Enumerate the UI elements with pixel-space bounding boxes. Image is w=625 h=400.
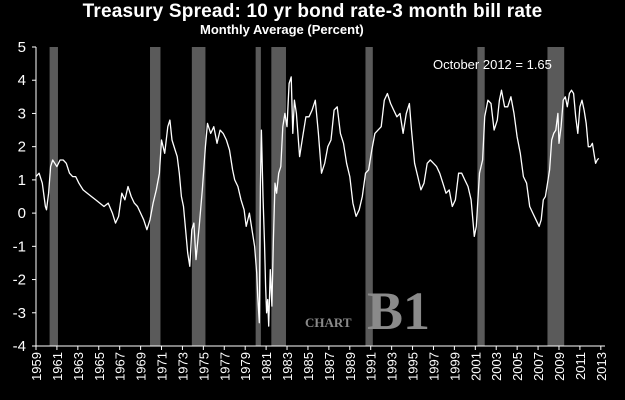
x-tick-label: 1959 <box>29 352 44 381</box>
recession-band-8 <box>547 47 565 346</box>
recession-band-5 <box>271 47 286 346</box>
x-tick-label: 1991 <box>364 352 379 381</box>
series-line <box>35 76 600 327</box>
latest-value-annotation: October 2012 = 1.65 <box>433 57 552 72</box>
x-tick-label: 2007 <box>531 352 546 381</box>
y-tick-label: -3 <box>13 305 26 322</box>
x-tick-labels: 1959 1961 1963 1965 1967 1969 1971 1973 1975 1977… <box>29 352 609 381</box>
recession-band-1 <box>49 47 58 346</box>
x-tick-label: 1985 <box>301 352 316 381</box>
recession-band-4 <box>255 47 261 346</box>
chart-title: Treasury Spread: 10 yr bond rate-3 month… <box>82 1 543 22</box>
x-tick-label: 1971 <box>155 352 170 381</box>
x-tick-label: 1993 <box>385 352 400 381</box>
x-tick-label: 2003 <box>489 352 504 381</box>
y-tick-label: -1 <box>13 238 26 255</box>
y-tick-label: 5 <box>18 39 26 56</box>
watermark: CHART B1 <box>305 281 430 341</box>
x-tick-label: 1981 <box>259 352 274 381</box>
y-tick-label: -2 <box>13 272 26 289</box>
recession-band-7 <box>477 47 485 346</box>
x-tick-label: 1997 <box>426 352 441 381</box>
x-tick-label: 2005 <box>510 352 525 381</box>
y-tick-label: 4 <box>18 72 26 89</box>
x-tick-label: 2001 <box>468 352 483 381</box>
watermark-small-text: CHART <box>305 315 352 330</box>
y-tick-label: -4 <box>13 338 26 355</box>
watermark-large-text: B1 <box>367 281 430 341</box>
y-tick-label: 3 <box>18 105 26 122</box>
x-tick-label: 1979 <box>238 352 253 381</box>
y-tick-label: 1 <box>18 172 26 189</box>
y-tick-label: 0 <box>18 205 26 222</box>
x-tick-label: 1983 <box>280 352 295 381</box>
x-tick-label: 1965 <box>92 352 107 381</box>
x-tick-label: 1961 <box>50 352 65 381</box>
x-tick-label: 2009 <box>552 352 567 381</box>
x-tick-label: 1999 <box>447 352 462 381</box>
x-tick-label: 1989 <box>343 352 358 381</box>
axes <box>32 46 605 350</box>
y-tick-labels: -4 -3 -2 -1 0 1 2 3 4 5 <box>13 39 26 355</box>
x-tick-label: 1995 <box>406 352 421 381</box>
y-tick-label: 2 <box>18 139 26 156</box>
x-tick-label: 1963 <box>71 352 86 381</box>
x-tick-label: 2011 <box>573 352 588 380</box>
x-tick-label: 1977 <box>217 352 232 381</box>
x-tick-label: 1975 <box>196 352 211 381</box>
x-tick-label: 1987 <box>322 352 337 381</box>
x-tick-label: 1969 <box>134 352 149 381</box>
recession-bands <box>49 47 565 346</box>
recession-band-3 <box>191 47 206 346</box>
x-tick-label: 2013 <box>594 352 609 381</box>
x-tick-label: 1973 <box>175 352 190 381</box>
recession-band-6 <box>365 47 373 346</box>
chart-subtitle: Monthly Average (Percent) <box>200 22 364 37</box>
x-tick-label: 1967 <box>113 352 128 381</box>
